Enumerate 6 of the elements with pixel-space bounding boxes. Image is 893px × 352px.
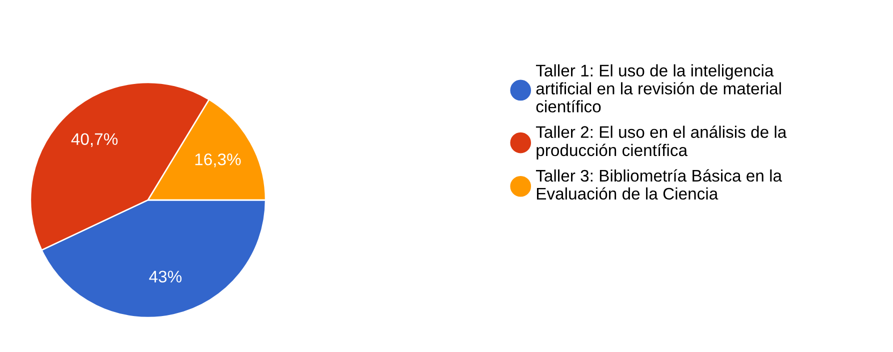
legend-label: Taller 3: Bibliometría Básica en la Evaluación de la Ciencia <box>536 169 782 200</box>
data-label: 43% <box>149 270 182 283</box>
legend-label: Taller 2: El uso en el análisis de la producción científica <box>536 126 787 160</box>
data-label: 40,7% <box>71 133 118 147</box>
legend-label: Taller 1: El uso de la inteligencia artificial en la revisión de material científico <box>536 64 781 112</box>
data-label: 16,3% <box>195 153 241 168</box>
